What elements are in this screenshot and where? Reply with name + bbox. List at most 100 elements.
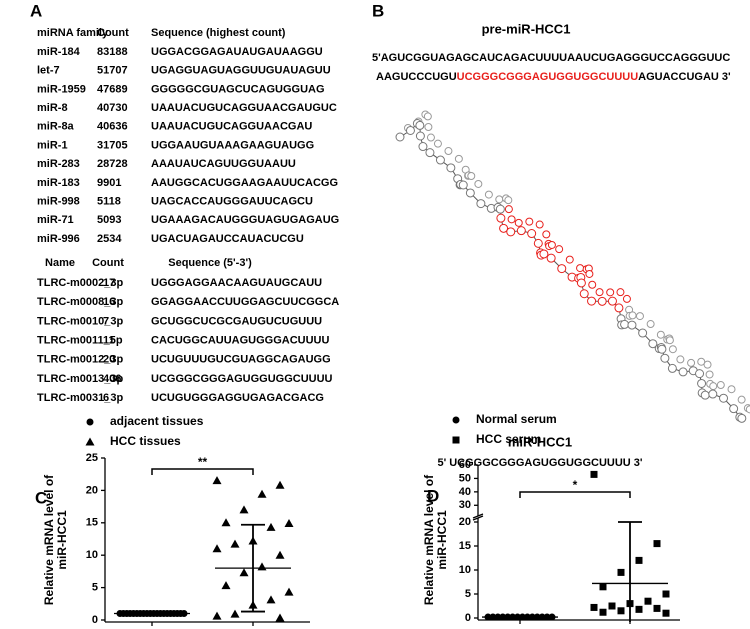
table-cell: GGAGGAACCUUGGAGCUUCGGCA [151, 296, 339, 308]
table-cell: let-7 [37, 65, 60, 77]
mature-part: UCGGGCGGGAGUGGUGGCUUUU [457, 71, 639, 83]
nucleotide [622, 294, 631, 303]
table-cell: TLRC-m0008_3p [37, 296, 123, 308]
nucleotide [484, 190, 493, 199]
y-axis-label: miR-HCC1 [55, 510, 69, 570]
legend-marker [452, 416, 460, 424]
nucleotide [425, 148, 435, 158]
data-point [653, 540, 661, 548]
error-bar [592, 521, 668, 622]
nucleotide [539, 249, 549, 259]
nucleotide [423, 112, 432, 121]
data-point [662, 590, 670, 598]
y-axis-label: Relative mRNA level of [42, 474, 56, 605]
nucleotide [703, 360, 712, 369]
nucleotide [454, 154, 463, 163]
legend-marker [85, 437, 95, 446]
nucleotide [585, 269, 594, 278]
y-tick-label: 15 [86, 517, 98, 529]
table-cell: 40636 [97, 121, 128, 133]
legend-marker [452, 436, 460, 444]
mature-sequence: 5' UCGGGCGGGAGUGGUGGCUUUU 3' [437, 457, 642, 469]
table-cell: UCUGUGGGAGGUGAGACGACG [151, 392, 324, 404]
pre-mirna-sequence: 5'AGUCGGUAGAGCAUCAGACUUUUAAUCUGAGGGUCCAG… [372, 52, 730, 64]
nucleotide [628, 311, 637, 320]
table-cell: 47689 [97, 83, 128, 95]
nucleotide [716, 381, 725, 390]
data-point [221, 581, 231, 590]
significance-bracket [519, 491, 631, 498]
pre-mirna-sequence: AAGUCCCUGUUCGGGCGGGAGUGGUGGCUUUUAGUACCUG… [376, 71, 731, 83]
data-point [266, 522, 276, 531]
sequence-part: AAGUCCCUGU [376, 71, 457, 83]
nucleotide [678, 367, 688, 377]
table-cell: miR-1 [37, 139, 68, 151]
table-cell: 31705 [97, 139, 128, 151]
panel-label: C [35, 488, 47, 507]
table-cell: CACUGGCAUUAGUGGGACUUUU [151, 335, 329, 347]
hairpin-structure [395, 110, 750, 423]
data-point [275, 480, 285, 489]
nucleotide [719, 393, 729, 403]
nucleotide [415, 120, 425, 130]
nucleotide [504, 196, 513, 205]
nucleotide [465, 188, 475, 198]
nucleotide [646, 320, 655, 329]
nucleotide [587, 296, 597, 306]
table-cell: AAUGGCACUGGAAGAAUUCACGG [151, 177, 338, 189]
nucleotide [499, 223, 509, 233]
axis-break [472, 513, 484, 519]
table-cell: miR-1959 [37, 83, 86, 95]
panel-label: B [372, 1, 384, 20]
data-point [590, 470, 598, 478]
nucleotide [546, 253, 556, 263]
table-cell: 40730 [97, 102, 128, 114]
table-cell: TLRC-m0013_3p [37, 373, 123, 385]
significance-bracket [151, 468, 254, 475]
nucleotide [697, 378, 707, 388]
nucleotide [635, 312, 644, 321]
table-cell: UGGACGGAGAUAUGAUAAGGU [151, 46, 323, 58]
table-cell: 5118 [97, 196, 121, 208]
data-point [239, 505, 249, 514]
table-cell: 28728 [97, 158, 128, 170]
nucleotide [638, 328, 648, 338]
table-cell: TLRC-m0011_5p [37, 335, 123, 347]
table-cell: miR-71 [37, 214, 74, 226]
data-point [266, 595, 276, 604]
data-point [257, 562, 267, 571]
nucleotide [597, 296, 607, 306]
nucleotide [405, 125, 415, 135]
y-tick-label: 60 [459, 459, 471, 471]
y-tick-label: 5 [92, 582, 98, 594]
y-tick-label: 5 [465, 588, 471, 600]
data-point [221, 518, 231, 527]
significance-label: ** [198, 455, 208, 469]
nucleotide [525, 217, 534, 226]
data-point [644, 597, 652, 605]
nucleotide [495, 195, 504, 204]
table-cell: 16 [103, 296, 115, 308]
nucleotide [729, 404, 739, 414]
nucleotide [727, 385, 736, 394]
table-cell: GCUGGCUCGCGAUGUCUGUUU [151, 315, 322, 327]
nucleotide [467, 171, 476, 180]
nucleotide [426, 133, 435, 142]
nucleotide [395, 132, 405, 142]
nucleotide [745, 405, 750, 414]
table-cell: miR-8a [37, 121, 75, 133]
y-tick-label: 10 [459, 564, 471, 576]
data-point [284, 587, 294, 596]
nucleotide [424, 122, 433, 131]
table-cell: 51707 [97, 65, 128, 77]
nucleotide [695, 369, 705, 379]
data-point [599, 608, 607, 616]
nucleotide [660, 353, 670, 363]
table-cell: UGAGGUAGUAGGUUGUAUAGUU [151, 65, 331, 77]
y-tick-label: 25 [86, 452, 98, 464]
nucleotide [555, 245, 564, 254]
table-cell: 6 [103, 392, 109, 404]
y-tick-label: 20 [86, 484, 98, 496]
nucleotide [496, 213, 506, 223]
data-point [617, 607, 625, 615]
